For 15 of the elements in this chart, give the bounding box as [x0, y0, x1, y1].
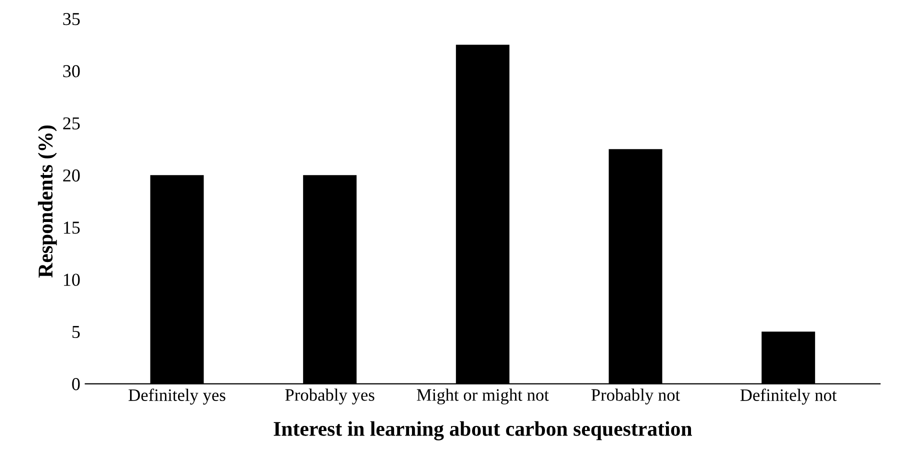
x-axis-title: Interest in learning about carbon sequestration: [274, 421, 692, 440]
y-tick-label: 25: [63, 117, 80, 130]
y-tick-label: 0: [72, 378, 80, 390]
x-tick-label: Probably not: [591, 388, 680, 404]
y-axis-title: Respondents (%): [38, 125, 57, 278]
y-tick-label: 20: [63, 169, 80, 182]
y-tick-label: 5: [72, 326, 80, 338]
y-tick-label: 10: [64, 274, 80, 286]
x-tick-label: Definitely yes: [128, 388, 226, 405]
x-tick-label: Might or might not: [416, 388, 549, 404]
y-tick-label: 35: [63, 13, 80, 26]
y-tick-label: 30: [63, 65, 80, 78]
y-tick-label: 15: [64, 222, 80, 234]
x-tick-label: Definitely not: [740, 388, 837, 405]
x-tick-label: Probably yes: [285, 388, 374, 404]
